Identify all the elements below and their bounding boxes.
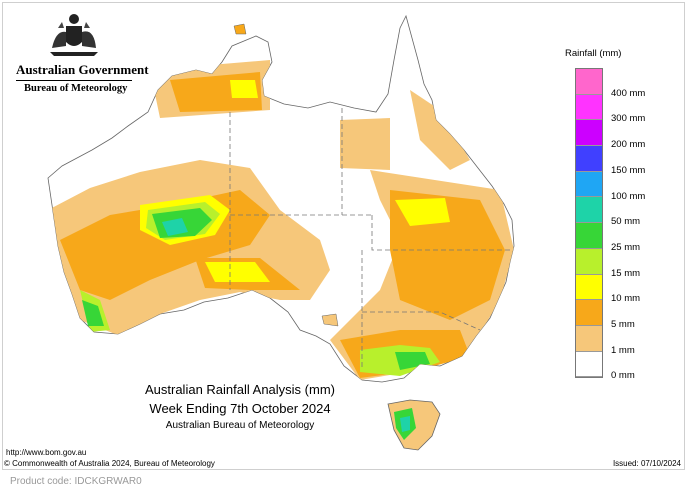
government-name: Australian Government — [16, 62, 149, 77]
map-title-block: Australian Rainfall Analysis (mm) Week E… — [90, 382, 390, 431]
logo-divider — [16, 80, 132, 81]
legend-label: 25 mm — [611, 241, 641, 253]
legend-label: 100 mm — [611, 190, 646, 202]
legend-label: 0 mm — [611, 370, 635, 382]
legend-swatch — [576, 69, 602, 95]
legend-label: 5 mm — [611, 319, 635, 330]
issued-date: Issued: 07/10/2024 — [612, 459, 681, 468]
product-code: Product code: IDCKGRWAR0 — [10, 476, 142, 487]
copyright-text: © Commonwealth of Australia 2024, Bureau… — [4, 459, 215, 468]
legend-swatch — [576, 351, 602, 378]
legend-label: 10 mm — [611, 293, 641, 305]
legend-label: 50 mm — [611, 216, 641, 228]
bureau-name: Bureau of Meteorology — [24, 83, 128, 94]
rainfall-map — [47, 14, 515, 451]
map-subtitle: Week Ending 7th October 2024 — [149, 401, 331, 416]
legend-swatch — [576, 274, 602, 301]
legend-swatch — [576, 223, 602, 249]
legend-label: 300 mm — [611, 113, 646, 125]
legend-title: Rainfall (mm) — [565, 48, 622, 59]
website-link[interactable]: http://www.bom.gov.au — [6, 448, 87, 457]
legend-label: 150 mm — [611, 164, 646, 176]
legend-swatch — [576, 325, 602, 352]
legend-swatch — [576, 120, 602, 147]
legend-swatch — [576, 94, 602, 121]
legend-swatch — [576, 248, 602, 275]
legend-color-bar — [575, 68, 603, 379]
legend-label: 400 mm — [611, 87, 646, 99]
map-title: Australian Rainfall Analysis (mm) — [144, 382, 335, 397]
legend-label: 200 mm — [611, 139, 646, 151]
legend-label: 1 mm — [611, 344, 635, 356]
coat-of-arms-icon — [50, 14, 98, 56]
legend-swatch — [576, 300, 602, 326]
map-source: Australian Bureau of Meteorology — [165, 420, 315, 431]
legend-label: 15 mm — [611, 267, 641, 279]
legend-swatch — [576, 197, 602, 224]
legend-swatch — [576, 146, 602, 172]
state-borders — [229, 108, 512, 370]
legend-swatch — [576, 171, 602, 198]
rainfall-shading — [48, 60, 514, 380]
